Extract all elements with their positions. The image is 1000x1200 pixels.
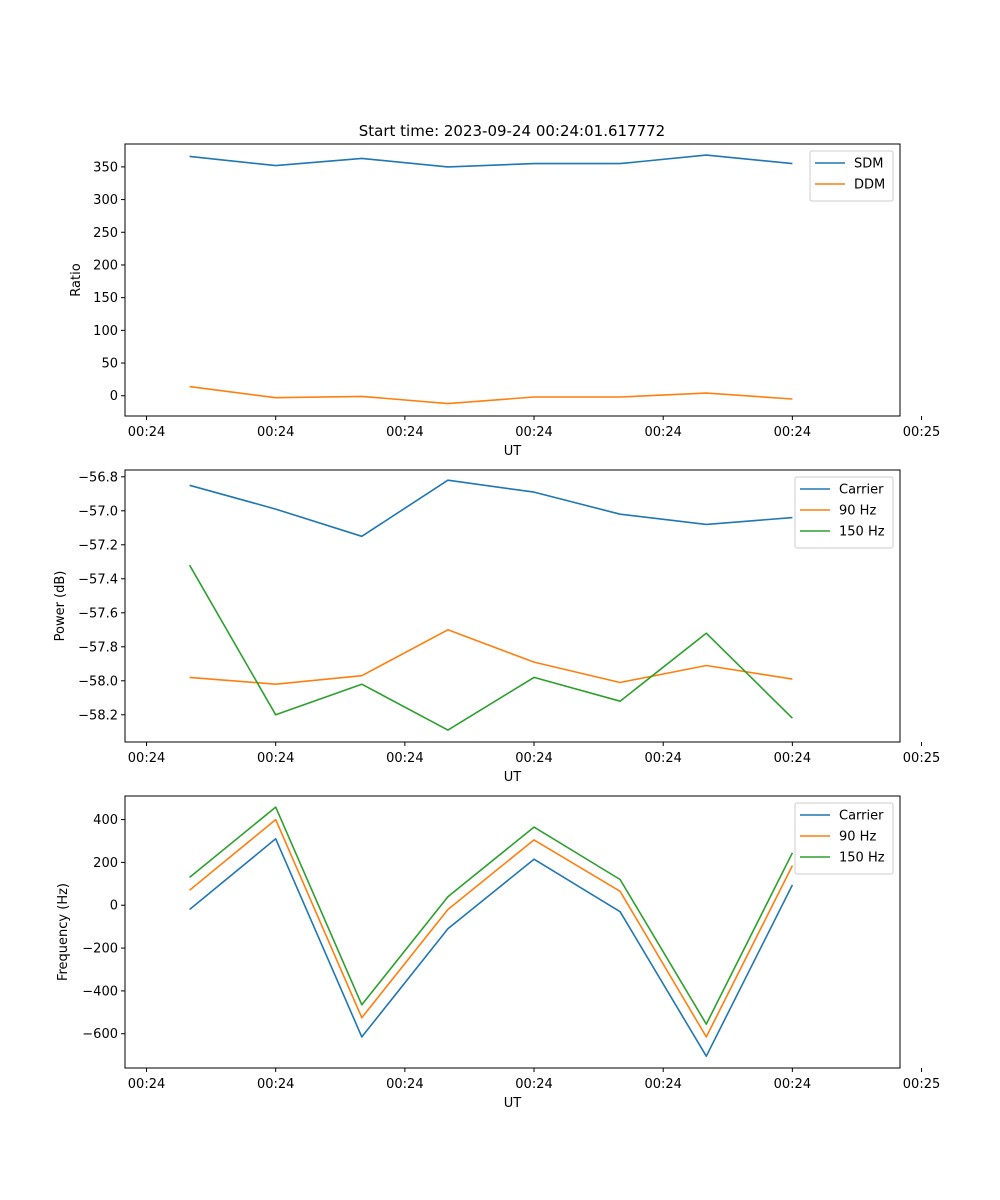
ratio-legend-label: SDM [854, 157, 883, 172]
ratio-series-line-sdm [189, 154, 793, 168]
frequency-x-tick-label: 00:25 [903, 1077, 940, 1092]
ratio-x-tick-label: 00:24 [386, 425, 423, 440]
power-y-tick-label: −57.0 [78, 504, 118, 519]
ratio-y-tick-label: 350 [93, 160, 118, 175]
frequency-y-tick-label: −600 [82, 1027, 118, 1042]
ratio-y-tick-label: 100 [93, 324, 118, 339]
power-series-line-carrier [189, 479, 793, 538]
ratio-y-axis-label: Ratio [69, 263, 84, 296]
ratio-series-line-ddm [189, 385, 793, 405]
power-x-tick-label: 00:24 [386, 751, 423, 766]
ratio-x-tick-label: 00:24 [128, 425, 165, 440]
power-y-tick-label: −56.8 [78, 470, 118, 485]
power-y-tick-label: −57.6 [78, 606, 118, 621]
power-y-tick-label: −57.8 [78, 640, 118, 655]
power-panel: 00:24 00:24 00:24 00:24 00:24 00:24 00:25 −58.2… [53, 469, 940, 785]
frequency-x-tick-label: 00:24 [515, 1077, 552, 1092]
frequency-y-tick-label: 200 [93, 856, 118, 871]
chart-title: Start time: 2023-09-24 00:24:01.617772 [359, 122, 665, 140]
ratio-y-tick-label: 250 [93, 226, 118, 241]
power-y-tick-label: −58.0 [78, 674, 118, 689]
power-x-tick-label: 00:24 [774, 751, 811, 766]
ratio-x-tick-label: 00:24 [257, 425, 294, 440]
ratio-y-tick-label: 0 [110, 389, 118, 404]
power-x-tick-label: 00:24 [128, 751, 165, 766]
power-y-tick-label: −57.4 [78, 572, 118, 587]
frequency-x-tick-label: 00:24 [644, 1077, 681, 1092]
power-x-axis-label: UT [504, 770, 522, 785]
power-legend-label: 150 Hz [839, 525, 885, 540]
ratio-legend: SDM DDM [809, 150, 894, 202]
frequency-panel: 00:24 00:24 00:24 00:24 00:24 00:24 00:25 −600 −… [56, 795, 940, 1111]
power-series-line-150-hz [188, 564, 793, 731]
frequency-x-tick-label: 00:24 [128, 1077, 165, 1092]
power-x-tick-label: 00:24 [257, 751, 294, 766]
frequency-plot-frame [124, 795, 901, 1069]
ratio-legend-label: DDM [854, 178, 885, 193]
power-y-tick-label: −57.2 [78, 538, 118, 553]
frequency-y-axis-label: Frequency (Hz) [56, 883, 71, 981]
frequency-legend: Carrier 90 Hz 150 Hz [794, 802, 894, 875]
ratio-x-tick-label: 00:25 [903, 425, 940, 440]
power-legend-label: Carrier [839, 483, 884, 498]
ratio-x-axis-label: UT [504, 444, 522, 459]
frequency-legend-label: Carrier [839, 809, 884, 824]
ratio-x-tick-label: 00:24 [644, 425, 681, 440]
frequency-x-tick-label: 00:24 [774, 1077, 811, 1092]
power-y-axis-label: Power (dB) [53, 571, 68, 642]
frequency-legend-label: 90 Hz [839, 830, 876, 845]
power-y-tick-label: −58.2 [78, 708, 118, 723]
frequency-series-line-90-hz [189, 818, 794, 1038]
ratio-x-tick-label: 00:24 [515, 425, 552, 440]
frequency-x-tick-label: 00:24 [386, 1077, 423, 1092]
ratio-y-tick-label: 50 [101, 357, 118, 372]
ratio-panel: 00:24 00:24 00:24 00:24 00:24 00:24 00:25 0 50 10… [69, 143, 940, 459]
frequency-legend-label: 150 Hz [839, 851, 885, 866]
ratio-plot-frame [124, 143, 901, 417]
frequency-y-tick-label: 0 [110, 899, 118, 914]
power-series-line-90-hz [189, 628, 793, 686]
frequency-y-tick-label: 400 [93, 813, 118, 828]
frequency-series-line-150-hz [189, 806, 794, 1025]
power-x-tick-label: 00:24 [644, 751, 681, 766]
power-plot-frame [124, 469, 901, 743]
power-legend-label: 90 Hz [839, 504, 876, 519]
frequency-x-axis-label: UT [504, 1096, 522, 1111]
frequency-y-tick-label: −200 [82, 942, 118, 957]
power-x-tick-label: 00:24 [515, 751, 552, 766]
ratio-y-tick-label: 300 [93, 193, 118, 208]
ratio-y-tick-label: 150 [93, 291, 118, 306]
ratio-y-tick-label: 200 [93, 258, 118, 273]
frequency-y-tick-label: −400 [82, 984, 118, 999]
frequency-x-tick-label: 00:24 [257, 1077, 294, 1092]
power-x-tick-label: 00:25 [903, 751, 940, 766]
power-legend: Carrier 90 Hz 150 Hz [794, 476, 894, 549]
frequency-series-line-carrier [189, 837, 794, 1057]
ratio-x-tick-label: 00:24 [774, 425, 811, 440]
